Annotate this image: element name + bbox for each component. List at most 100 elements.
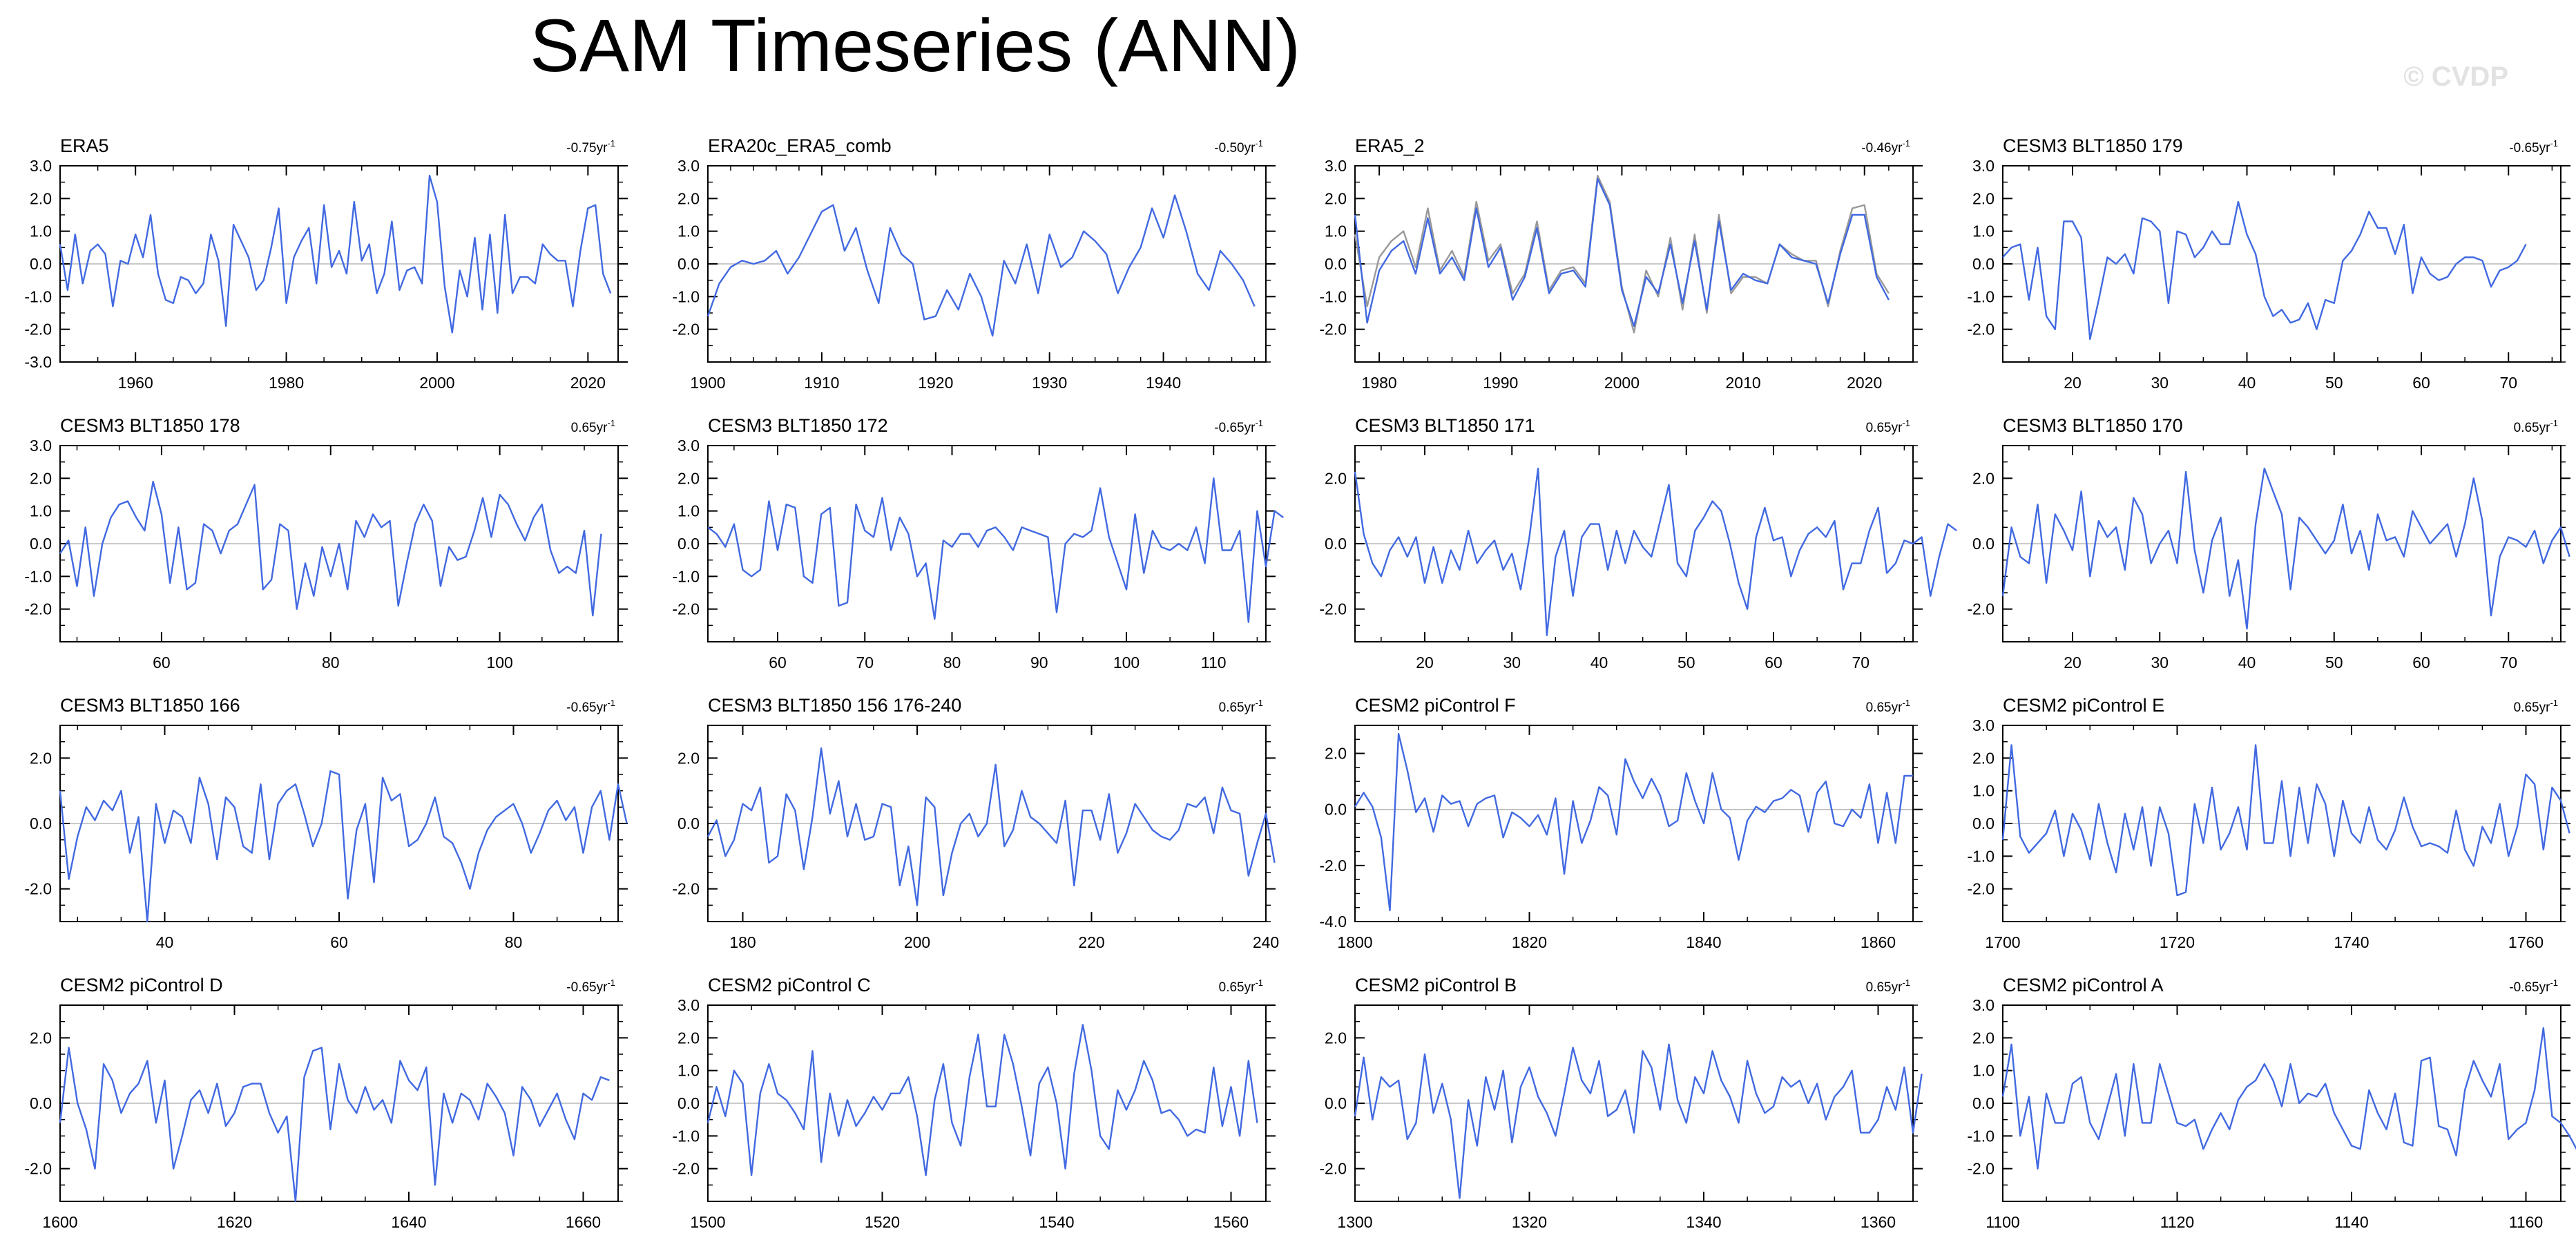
- y-tick-label: -1.0: [672, 287, 700, 305]
- x-tick-label: 80: [505, 933, 523, 951]
- panel-title: CESM3 BLT1850 156 176-240: [708, 695, 961, 716]
- y-tick-label: 0.0: [1325, 535, 1347, 553]
- y-tick-label: 1.0: [1972, 222, 1995, 240]
- y-tick-label: -1.0: [672, 567, 700, 585]
- x-tick-label: 1300: [1337, 1213, 1372, 1231]
- y-tick-label: 1.0: [677, 502, 700, 520]
- y-tick-label: 2.0: [677, 749, 700, 767]
- x-tick-label: 1940: [1146, 374, 1181, 392]
- x-tick-label: 50: [2325, 654, 2343, 671]
- y-tick-label: 0.0: [677, 1094, 700, 1112]
- y-tick-label: 0.0: [677, 814, 700, 832]
- y-tick-label: 1.0: [677, 1062, 700, 1080]
- series-line-1: [59, 1047, 610, 1203]
- y-tick-label: 3.0: [30, 437, 52, 455]
- y-tick-label: -2.0: [1967, 321, 1995, 339]
- x-tick-label: 40: [2238, 654, 2256, 671]
- x-tick-label: 1100: [1986, 1213, 2019, 1231]
- panel-trend-label: 0.65yr-1: [1219, 698, 1263, 715]
- y-tick-label: -1.0: [672, 1127, 700, 1145]
- x-tick-label: 20: [1416, 654, 1434, 671]
- y-tick-label: -2.0: [1319, 321, 1347, 339]
- panel-trend-label: -0.65yr-1: [1214, 418, 1263, 435]
- y-tick-label: 0.0: [30, 814, 52, 832]
- x-tick-label: 1540: [1039, 1213, 1074, 1231]
- y-tick-label: 2.0: [30, 749, 52, 767]
- y-tick-label: 0.0: [30, 1094, 52, 1112]
- panel-grid: ERA5 -0.75yr-1 3.0 2.0 1.0 0.0 -1.0 -2.0 -3.0 196…: [24, 135, 2576, 1231]
- x-tick-label: 1820: [1512, 933, 1547, 951]
- x-tick-label: 80: [943, 654, 961, 671]
- panel-trend-label: 0.65yr-1: [1866, 418, 1910, 435]
- y-tick-label: -2.0: [672, 600, 700, 618]
- x-tick-label: 100: [486, 654, 512, 671]
- x-tick-label: 60: [769, 654, 787, 671]
- panel-16: CESM2 piControl A -0.65yr-1 3.0 2.0 1.0 0.0 -1…: [1967, 975, 2576, 1231]
- y-tick-label: 2.0: [1972, 1029, 1995, 1047]
- panel-8: CESM3 BLT1850 170 0.65yr-1 2.0 0.0 -2.0 20 30 4…: [1967, 415, 2570, 671]
- y-tick-label: -2.0: [1319, 600, 1347, 618]
- panel-trend-label: -0.65yr-1: [2509, 138, 2558, 155]
- x-tick-label: 2000: [1604, 374, 1640, 392]
- x-tick-label: 1860: [1861, 933, 1896, 951]
- panel-trend-label: 0.65yr-1: [2514, 698, 2558, 715]
- y-tick-label: 2.0: [30, 1029, 52, 1047]
- y-tick-label: 2.0: [1972, 469, 1995, 487]
- panel-trend-label: 0.65yr-1: [571, 418, 615, 435]
- panel-12: CESM2 piControl E 0.65yr-1 3.0 2.0 1.0 0.0 -1.…: [1967, 695, 2570, 951]
- x-tick-label: 180: [729, 933, 756, 951]
- x-tick-label: 1910: [804, 374, 839, 392]
- x-tick-label: 40: [156, 933, 174, 951]
- x-tick-label: 220: [1078, 933, 1104, 951]
- y-tick-label: 0.0: [1325, 801, 1347, 819]
- panel-trend-label: -0.46yr-1: [1861, 138, 1910, 155]
- panel-9: CESM3 BLT1850 166 -0.65yr-1 2.0 0.0 -2.0 40 60…: [24, 695, 628, 951]
- series-line-1: [707, 477, 1285, 623]
- x-tick-label: 40: [1590, 654, 1608, 671]
- x-tick-label: 1760: [2508, 933, 2544, 951]
- series-line-1: [707, 194, 1256, 337]
- panel-11: CESM2 piControl F 0.65yr-1 2.0 0.0 -2.0 -4.0 1…: [1319, 695, 1923, 951]
- x-tick-label: 20: [2064, 374, 2082, 392]
- panel-title: CESM3 BLT1850 172: [708, 415, 888, 436]
- y-tick-label: -1.0: [1967, 1127, 1995, 1145]
- series-line-1: [2002, 200, 2527, 341]
- y-tick-label: 1.0: [1972, 1062, 1995, 1080]
- y-tick-label: 2.0: [1325, 189, 1347, 207]
- y-tick-label: 2.0: [677, 469, 700, 487]
- x-tick-label: 70: [2499, 654, 2517, 671]
- panel-7: CESM3 BLT1850 171 0.65yr-1 2.0 0.0 -2.0 20 30 4…: [1319, 415, 1957, 671]
- x-tick-label: 70: [856, 654, 874, 671]
- y-tick-label: 0.0: [30, 255, 52, 273]
- watermark: © CVDP: [2403, 61, 2508, 92]
- x-tick-label: 100: [1113, 654, 1140, 671]
- series-line-1: [707, 747, 1276, 906]
- y-tick-label: -2.0: [24, 1160, 52, 1178]
- panel-trend-label: -0.75yr-1: [566, 138, 615, 155]
- x-tick-label: 1840: [1686, 933, 1721, 951]
- y-tick-label: 3.0: [1972, 157, 1995, 175]
- series-line-1: [2001, 1027, 2576, 1170]
- y-tick-label: 1.0: [677, 222, 700, 240]
- x-tick-label: 90: [1030, 654, 1048, 671]
- panel-trend-label: 0.65yr-1: [1866, 978, 1910, 995]
- panel-title: ERA20c_ERA5_comb: [708, 135, 892, 156]
- y-tick-label: -3.0: [24, 353, 52, 371]
- x-tick-label: 30: [1503, 654, 1521, 671]
- y-tick-label: -2.0: [24, 321, 52, 339]
- panel-title: CESM2 piControl C: [708, 975, 871, 995]
- panel-10: CESM3 BLT1850 156 176-240 0.65yr-1 2.0 0.0 -…: [672, 695, 1279, 951]
- series-line-1: [59, 480, 602, 617]
- y-tick-label: 2.0: [677, 1029, 700, 1047]
- y-tick-label: 0.0: [1325, 255, 1347, 273]
- panel-title: CESM3 BLT1850 171: [1355, 415, 1535, 436]
- panel-2: ERA20c_ERA5_comb -0.50yr-1 3.0 2.0 1.0 0.0 -1.…: [672, 135, 1276, 392]
- y-tick-label: 1.0: [1325, 222, 1347, 240]
- y-tick-label: -1.0: [1967, 287, 1995, 305]
- panel-1: ERA5 -0.75yr-1 3.0 2.0 1.0 0.0 -1.0 -2.0 -3.0 196…: [24, 135, 628, 392]
- x-tick-label: 1700: [1985, 933, 2020, 951]
- panel-title: CESM2 piControl E: [2003, 695, 2164, 716]
- x-tick-label: 1600: [42, 1213, 77, 1231]
- panel-title: CESM2 piControl D: [60, 975, 223, 995]
- y-tick-label: 3.0: [677, 437, 700, 455]
